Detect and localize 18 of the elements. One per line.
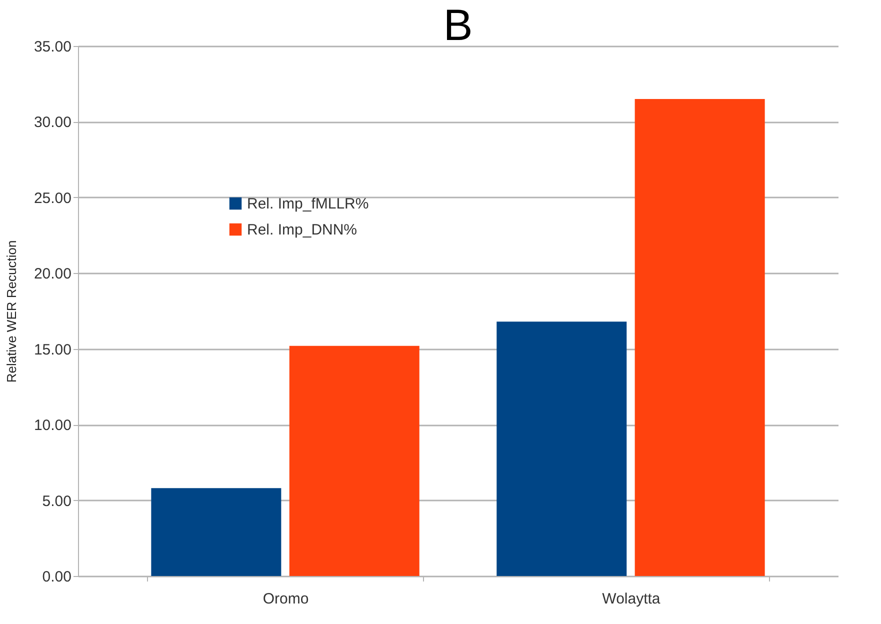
y-axis-title: Relative WER Recuction <box>4 240 19 383</box>
legend-label: Rel. Imp_DNN% <box>247 222 358 238</box>
x-tick-label: Oromo <box>262 590 309 608</box>
y-tick-label: 0.00 <box>42 568 72 586</box>
y-tick-label: 25.00 <box>34 190 72 207</box>
legend-label: Rel. Imp_fMLLR% <box>247 196 369 212</box>
x-tick-label: Wolaytta <box>602 590 661 608</box>
bar <box>289 346 420 576</box>
y-tick-label: 30.00 <box>34 114 72 132</box>
bar <box>151 488 282 576</box>
y-tick-label: 15.00 <box>34 341 72 358</box>
bar <box>496 322 627 576</box>
y-tick-label: 20.00 <box>34 266 72 283</box>
y-tick-label: 5.00 <box>42 492 72 510</box>
bar <box>634 99 765 576</box>
y-tick-label: 10.00 <box>34 417 72 434</box>
y-tick-label: 35.00 <box>34 38 72 56</box>
chart-title: B <box>443 1 473 50</box>
